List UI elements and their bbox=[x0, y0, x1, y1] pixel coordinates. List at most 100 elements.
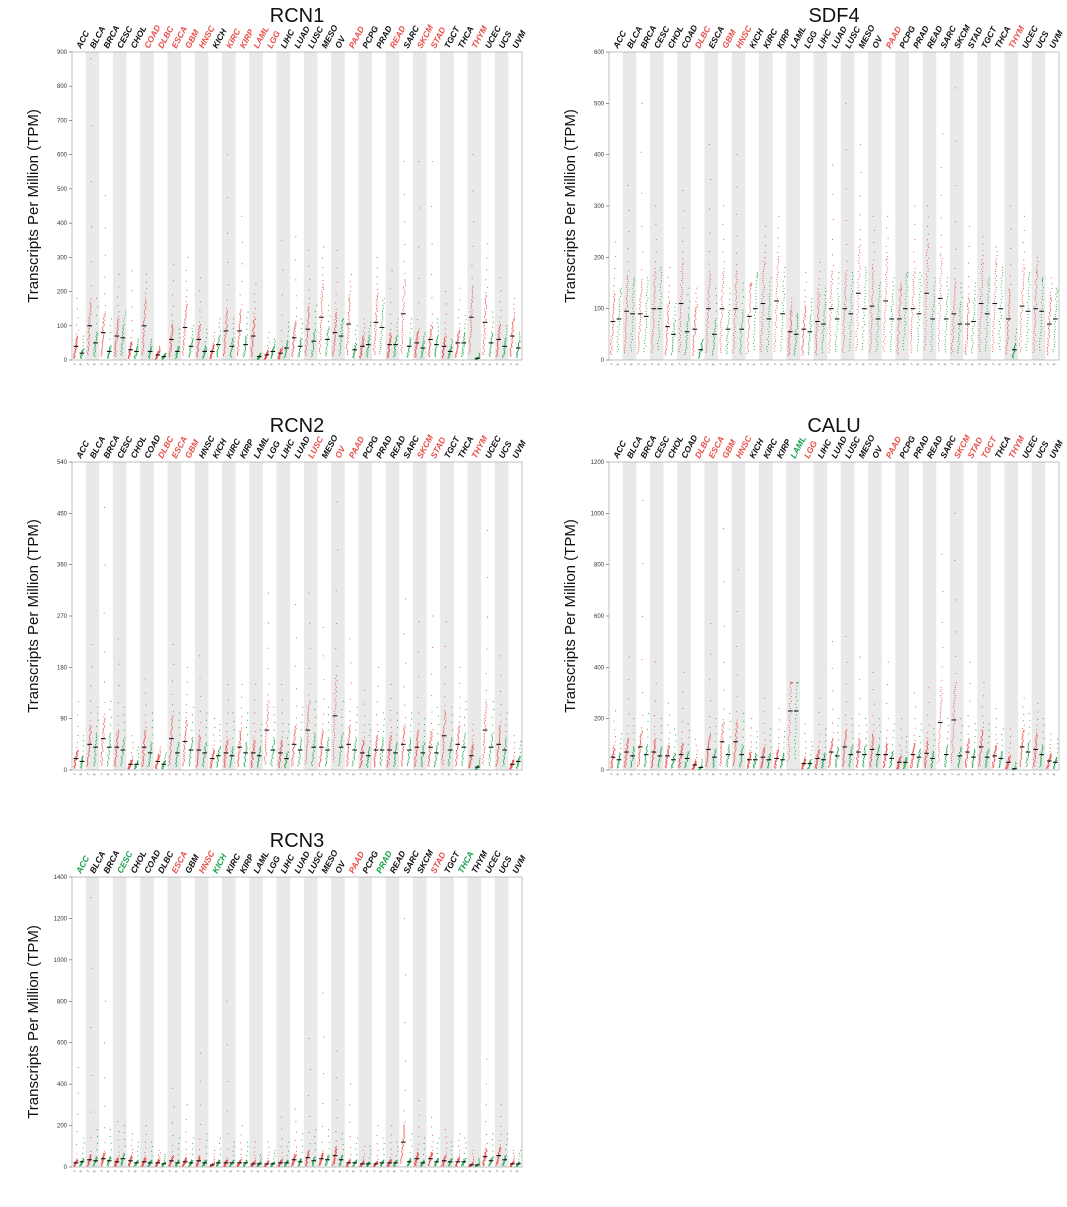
tumor-point bbox=[966, 338, 968, 340]
normal-point bbox=[107, 353, 109, 355]
tumor-point bbox=[816, 353, 818, 355]
normal-point bbox=[631, 322, 633, 324]
tumor-point bbox=[914, 267, 916, 269]
normal-point bbox=[793, 346, 795, 348]
normal-point bbox=[838, 272, 840, 274]
tumor-point bbox=[293, 340, 295, 342]
normal-point bbox=[205, 349, 207, 351]
normal-point bbox=[933, 301, 935, 303]
tumor-point bbox=[471, 288, 473, 290]
tumor-point bbox=[928, 216, 930, 218]
tumor-point bbox=[937, 345, 939, 347]
normal-point bbox=[273, 349, 275, 351]
tumor-point bbox=[951, 324, 953, 326]
tumor-point bbox=[1010, 247, 1012, 250]
tumor-point bbox=[764, 236, 766, 238]
tumor-point bbox=[967, 276, 970, 278]
normal-point bbox=[878, 298, 880, 300]
tumor-point bbox=[1007, 305, 1009, 307]
normal-point bbox=[81, 349, 83, 351]
tumor-point bbox=[239, 335, 241, 337]
normal-point bbox=[699, 351, 701, 353]
tumor-point bbox=[968, 297, 970, 299]
tumor-point bbox=[695, 317, 697, 319]
normal-point bbox=[94, 350, 97, 352]
tumor-point bbox=[1008, 296, 1010, 298]
tumor-point bbox=[913, 291, 915, 293]
tumor-point bbox=[991, 344, 993, 346]
normal-point bbox=[727, 342, 729, 344]
tumor-point bbox=[497, 351, 499, 353]
tumor-point bbox=[668, 315, 670, 317]
tumor-point bbox=[377, 292, 379, 294]
tumor-point bbox=[941, 270, 943, 272]
tumor-point bbox=[819, 261, 821, 264]
normal-point bbox=[658, 321, 660, 323]
tumor-point bbox=[857, 300, 859, 302]
tumor-point bbox=[858, 262, 860, 265]
normal-point bbox=[875, 338, 877, 340]
tumor-point bbox=[212, 344, 214, 346]
tumor-point bbox=[830, 305, 833, 308]
tumor-point bbox=[402, 322, 404, 324]
tumor-point bbox=[855, 349, 857, 351]
normal-point bbox=[712, 349, 714, 351]
tumor-point bbox=[627, 280, 630, 283]
tumor-point bbox=[454, 355, 456, 357]
normal-point bbox=[463, 349, 465, 351]
tumor-point bbox=[857, 311, 859, 313]
tumor-point bbox=[884, 297, 886, 300]
normal-point bbox=[862, 333, 864, 335]
data-points bbox=[609, 87, 1059, 359]
tumor-point bbox=[732, 351, 734, 353]
tumor-point bbox=[429, 338, 431, 340]
tumor-point bbox=[940, 295, 942, 297]
tumor-point bbox=[884, 312, 886, 314]
normal-point bbox=[216, 353, 218, 355]
tumor-point bbox=[791, 307, 793, 309]
tumor-point bbox=[626, 275, 629, 277]
tumor-point bbox=[472, 292, 474, 294]
tumor-point bbox=[609, 352, 611, 354]
normal-point bbox=[919, 272, 921, 274]
tumor-point bbox=[735, 289, 737, 291]
normal-point bbox=[877, 303, 879, 305]
tumor-point bbox=[185, 307, 187, 309]
tumor-point bbox=[926, 284, 928, 286]
y-tick-label: 200 bbox=[594, 255, 605, 261]
tumor-point bbox=[374, 338, 377, 340]
tumor-point bbox=[980, 314, 982, 316]
tumor-point bbox=[498, 334, 500, 336]
tumor-point bbox=[721, 312, 723, 314]
tumor-point bbox=[872, 274, 874, 277]
normal-point bbox=[124, 323, 126, 325]
tumor-point bbox=[654, 289, 656, 291]
normal-point bbox=[189, 351, 192, 353]
normal-point bbox=[327, 330, 329, 332]
normal-point bbox=[659, 299, 661, 301]
tumor-point bbox=[667, 332, 669, 334]
tumor-point bbox=[376, 311, 378, 313]
tumor-point bbox=[469, 349, 471, 351]
tumor-point bbox=[901, 286, 903, 288]
tumor-point bbox=[457, 345, 459, 347]
tumor-point bbox=[429, 332, 431, 334]
normal-point bbox=[892, 298, 894, 300]
tumor-point bbox=[679, 346, 681, 348]
tumor-point bbox=[966, 345, 968, 347]
tumor-point bbox=[789, 335, 791, 337]
tumor-point bbox=[829, 322, 831, 324]
tumor-point bbox=[224, 344, 226, 346]
tumor-point bbox=[376, 298, 378, 300]
normal-point bbox=[961, 296, 963, 299]
normal-point bbox=[301, 332, 303, 334]
normal-point bbox=[217, 347, 219, 350]
normal-point bbox=[108, 353, 110, 355]
tumor-point bbox=[146, 287, 148, 289]
tumor-point bbox=[734, 310, 736, 312]
tumor-point bbox=[483, 350, 485, 352]
tumor-point bbox=[252, 330, 254, 332]
normal-point bbox=[907, 272, 909, 274]
tumor-point bbox=[751, 283, 753, 285]
normal-point bbox=[767, 351, 769, 353]
